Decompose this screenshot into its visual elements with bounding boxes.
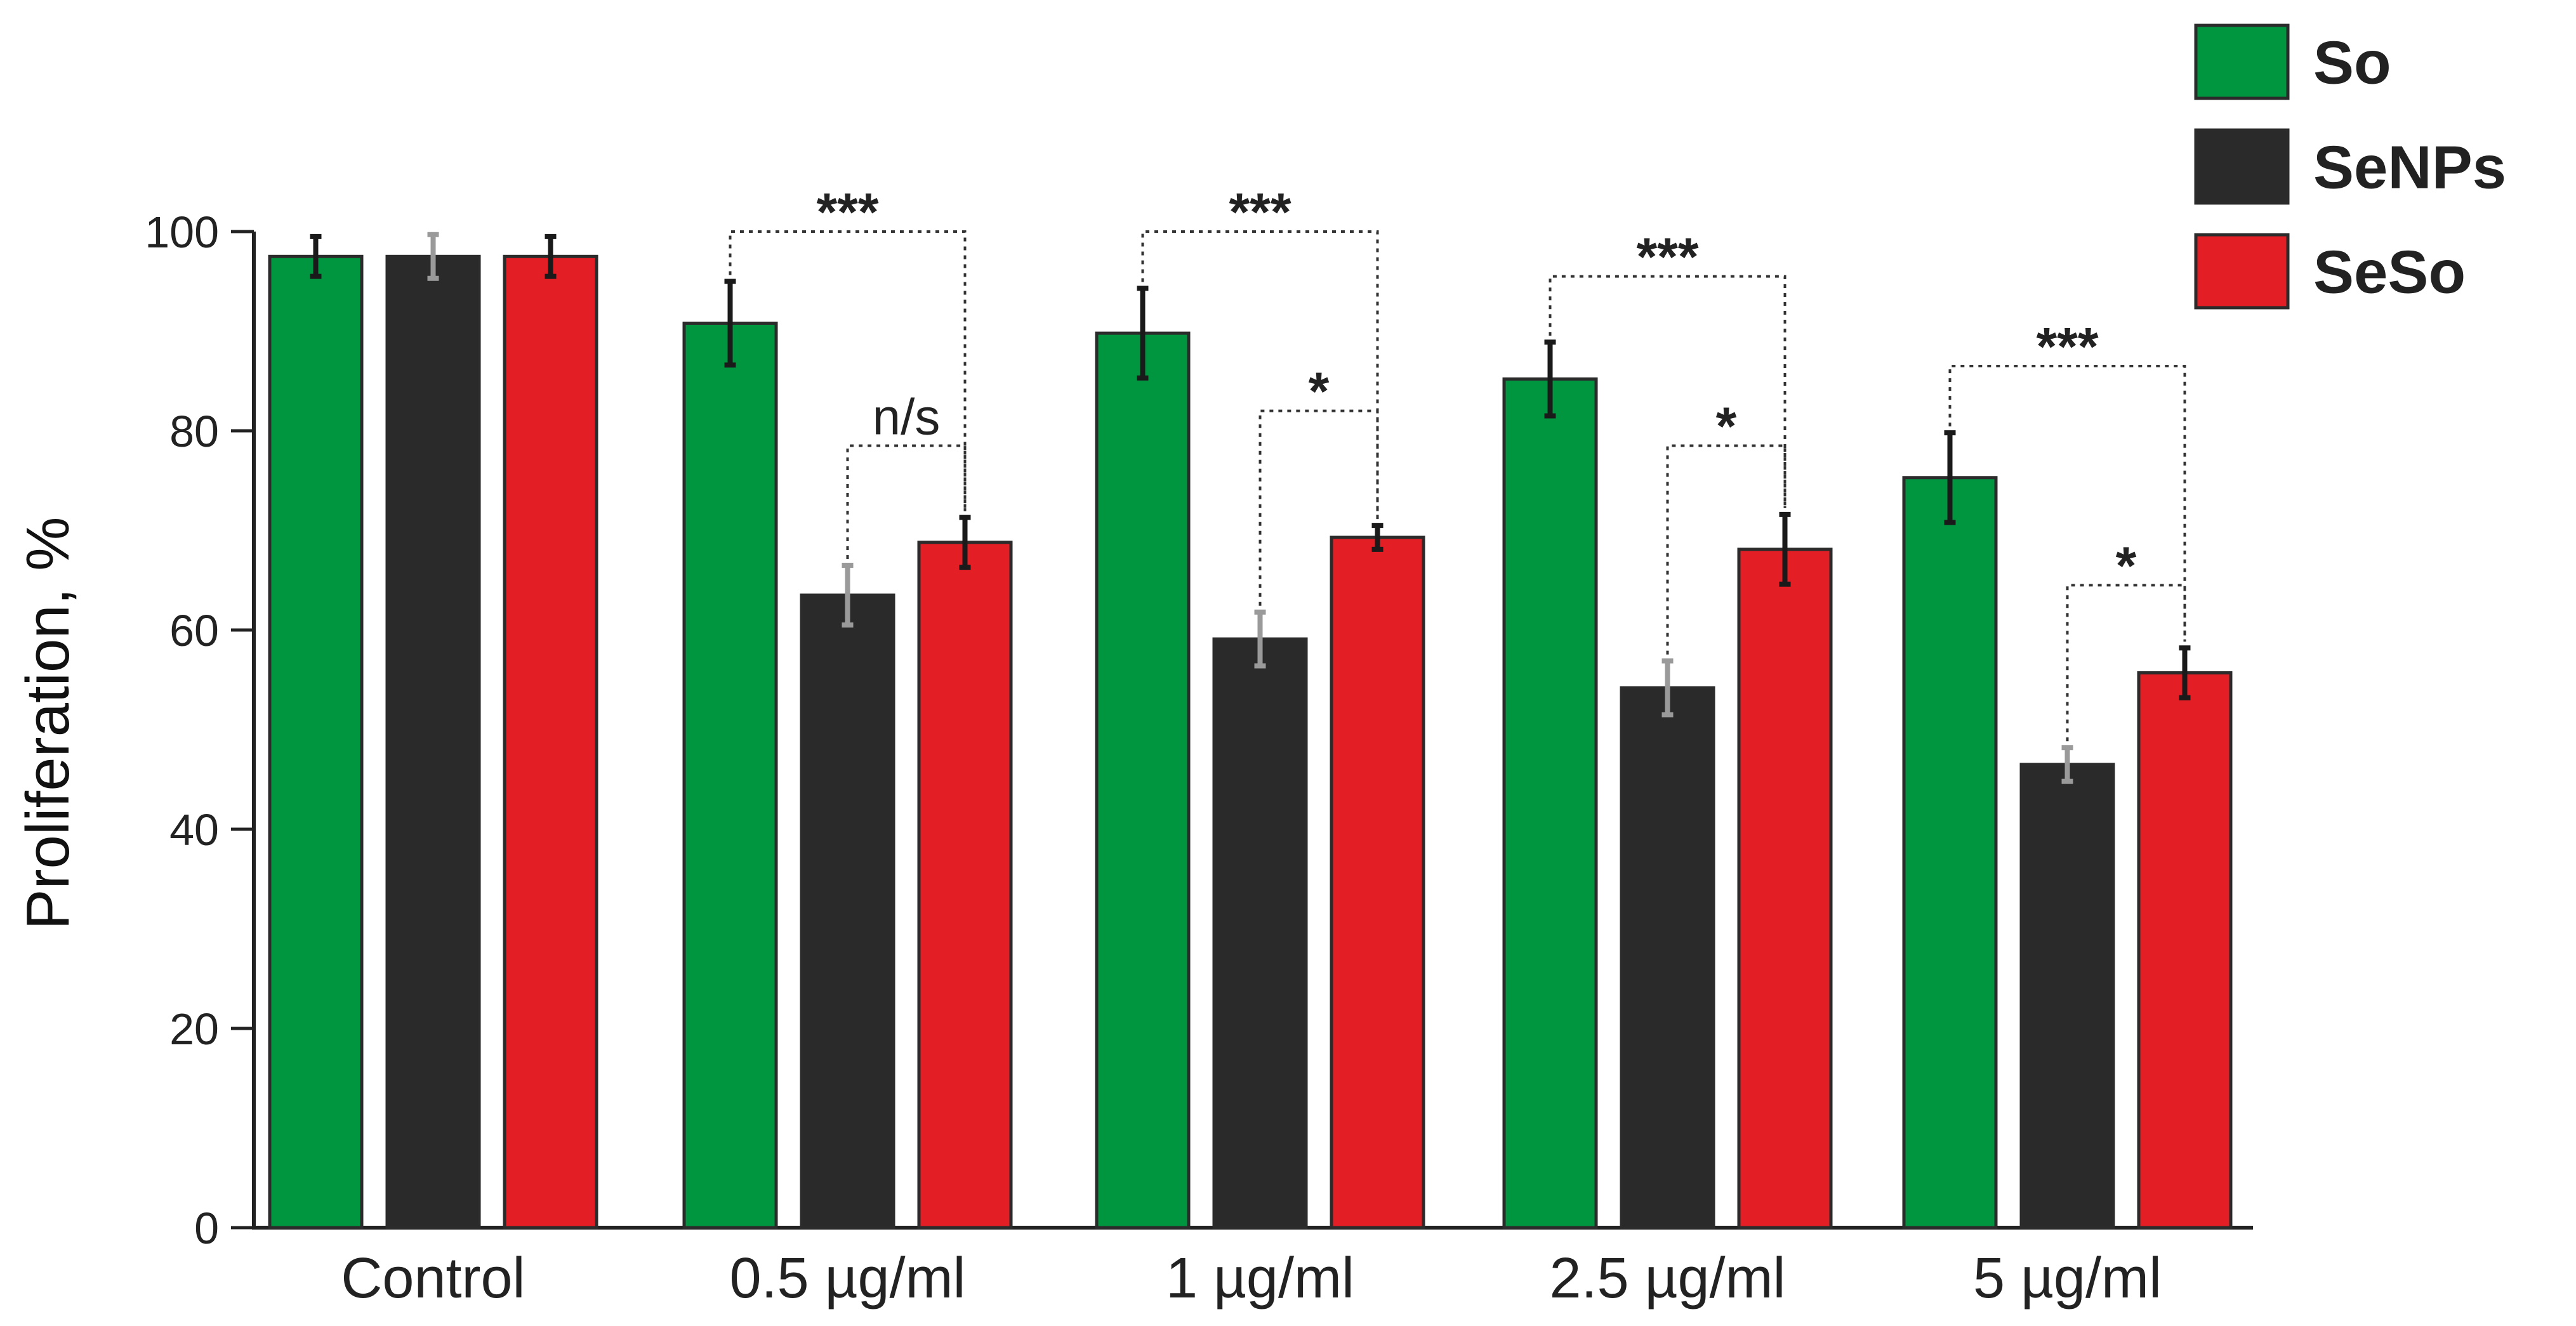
legend: So SeNPs SeSo — [2194, 23, 2506, 310]
legend-swatch-so — [2194, 23, 2290, 100]
bar-so — [1095, 331, 1191, 1230]
bar-senps — [385, 254, 481, 1230]
significance-bracket — [1258, 409, 1379, 606]
significance-label: n/s — [873, 389, 941, 445]
bar-seso — [917, 541, 1013, 1230]
legend-swatch-senps — [2194, 128, 2290, 205]
bars — [268, 232, 2233, 1230]
legend-label: SeNPs — [2313, 134, 2506, 202]
significance-label: *** — [1636, 227, 1698, 287]
significance-bracket — [1549, 275, 1787, 508]
y-tick-label: 80 — [169, 407, 219, 456]
bar-so — [268, 254, 364, 1230]
x-category-label: 5 µg/ml — [1973, 1247, 2162, 1310]
significance-label: * — [2116, 535, 2137, 595]
bar-so — [1902, 476, 1998, 1230]
y-tick-label: 20 — [169, 1004, 219, 1054]
bar-seso — [1330, 535, 1425, 1230]
x-category-label: 1 µg/ml — [1166, 1247, 1354, 1310]
significance-bracket — [1141, 230, 1379, 520]
legend-label: So — [2313, 29, 2391, 97]
legend-swatch-seso — [2194, 233, 2290, 310]
significance-bracket — [1666, 444, 1787, 655]
bar-so — [1502, 377, 1598, 1230]
bar-senps — [1212, 637, 1308, 1230]
significance-label: *** — [816, 182, 878, 242]
significance-bracket — [846, 444, 967, 559]
significance-label: * — [1309, 362, 1330, 421]
bar-so — [682, 321, 778, 1230]
y-tick-label: 0 — [194, 1204, 219, 1253]
significance-label: *** — [1229, 182, 1291, 242]
significance-bracket — [729, 230, 967, 511]
x-category-label: 0.5 µg/ml — [730, 1247, 966, 1310]
significance-brackets: ***n/s************ — [729, 182, 2186, 742]
bar-seso — [2137, 671, 2233, 1230]
significance-label: * — [1716, 397, 1737, 456]
significance-label: *** — [2036, 317, 2098, 376]
bar-senps — [1620, 686, 1715, 1230]
bar-seso — [1737, 548, 1833, 1230]
axes: 0 20 40 60 80 100 Proliferation, % Control 0.5 µ… — [14, 207, 2253, 1310]
significance-bracket — [1948, 364, 2186, 642]
legend-label: SeSo — [2313, 239, 2466, 306]
x-category-label: 2.5 µg/ml — [1550, 1247, 1786, 1310]
y-tick-label: 60 — [169, 606, 219, 655]
y-tick-label: 40 — [169, 805, 219, 855]
bar-seso — [503, 254, 598, 1230]
y-axis-title: Proliferation, % — [14, 517, 82, 930]
x-category-label: Control — [341, 1247, 525, 1310]
bar-senps — [800, 593, 895, 1230]
bar-senps — [2019, 763, 2115, 1230]
y-tick-label: 100 — [145, 207, 219, 257]
significance-bracket — [2066, 584, 2186, 742]
